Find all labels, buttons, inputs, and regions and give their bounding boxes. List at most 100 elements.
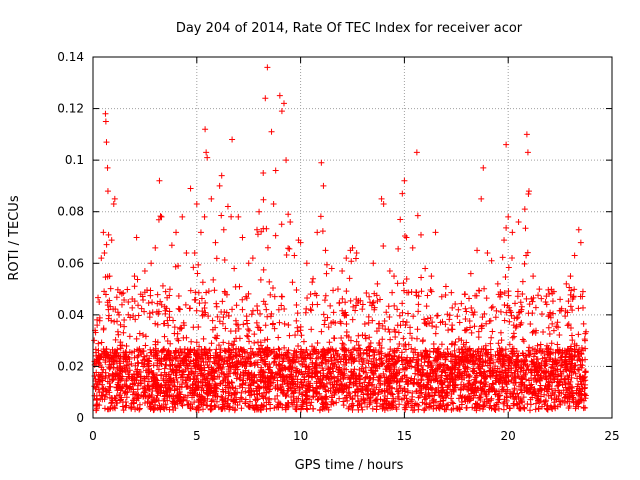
data-point-cloud [512, 374, 519, 381]
data-point-cloud [152, 401, 159, 408]
data-point-cloud [222, 382, 229, 389]
data-point-cloud [458, 399, 465, 406]
data-point-cloud [121, 364, 128, 371]
data-point-cloud [268, 380, 275, 387]
data-point [254, 226, 261, 233]
data-point-cloud [247, 381, 254, 388]
data-point [202, 126, 209, 133]
data-point-cloud [461, 383, 468, 390]
data-point-cloud [299, 384, 306, 391]
data-point-cloud [426, 320, 433, 327]
data-point-cloud [287, 384, 294, 391]
data-point-cloud [236, 374, 243, 381]
data-point-cloud [298, 332, 305, 339]
data-point-cloud [227, 362, 234, 369]
data-point-cloud [458, 300, 465, 307]
data-point-cloud [454, 359, 461, 366]
data-point-cloud [132, 316, 139, 323]
data-point-cloud [166, 292, 173, 299]
data-point-cloud [523, 295, 530, 302]
data-point-cloud [161, 333, 168, 340]
data-point-cloud [448, 289, 455, 296]
data-point-cloud [435, 402, 442, 409]
data-point [239, 234, 246, 241]
data-point-cloud [146, 314, 153, 321]
data-point-cloud [407, 357, 414, 364]
data-point [567, 273, 574, 280]
data-point-cloud [195, 323, 202, 330]
data-point-cloud [157, 360, 164, 367]
data-point-cloud [347, 337, 354, 344]
data-point-cloud [462, 305, 469, 312]
data-point-cloud [499, 364, 506, 371]
data-point-cloud [131, 283, 138, 290]
data-point-cloud [160, 346, 167, 353]
data-point-cloud [188, 370, 195, 377]
data-point-cloud [185, 371, 192, 378]
data-point-cloud [402, 346, 409, 353]
data-point-cloud [421, 394, 428, 401]
data-point-cloud [310, 351, 317, 358]
data-point-cloud [323, 261, 330, 268]
data-point-cloud [200, 335, 207, 342]
data-point-cloud [268, 369, 275, 376]
data-point-cloud [554, 324, 561, 331]
data-point-cloud [349, 316, 356, 323]
data-point [208, 195, 215, 202]
data-point-cloud [251, 339, 258, 346]
data-point-cloud [249, 307, 256, 314]
data-point-cloud [202, 299, 209, 306]
data-point-cloud [518, 399, 525, 406]
data-point-cloud [549, 320, 556, 327]
data-point-cloud [342, 347, 349, 354]
data-point-cloud [218, 405, 225, 412]
data-point-cloud [416, 381, 423, 388]
data-point [418, 231, 425, 238]
data-point-cloud [396, 353, 403, 360]
data-point-cloud [427, 314, 434, 321]
data-point-cloud [481, 310, 488, 317]
data-point-cloud [136, 330, 143, 337]
data-point-cloud [548, 404, 555, 411]
data-point-cloud [415, 406, 422, 413]
data-point-cloud [111, 353, 118, 360]
data-point-cloud [386, 313, 393, 320]
data-point-cloud [501, 301, 508, 308]
data-point-cloud [154, 405, 161, 412]
data-point-cloud [556, 357, 563, 364]
data-point [179, 213, 186, 220]
data-point-cloud [232, 283, 239, 290]
data-point-cloud [315, 395, 322, 402]
data-point-cloud [271, 293, 278, 300]
data-point-cloud [339, 371, 346, 378]
data-point-cloud [450, 400, 457, 407]
data-point-cloud [319, 405, 326, 412]
data-point-cloud [303, 346, 310, 353]
data-point-cloud [461, 374, 468, 381]
data-point-cloud [275, 361, 282, 368]
data-point-cloud [476, 394, 483, 401]
data-point-cloud [313, 292, 320, 299]
data-point-cloud [330, 287, 337, 294]
data-point-cloud [331, 381, 338, 388]
data-point-cloud [530, 389, 537, 396]
data-point-cloud [166, 376, 173, 383]
data-point-cloud [508, 359, 515, 366]
data-point-cloud [574, 383, 581, 390]
data-point-cloud [286, 364, 293, 371]
data-point-cloud [508, 391, 515, 398]
data-point-cloud [322, 357, 329, 364]
data-point-cloud [289, 376, 296, 383]
data-point-cloud [312, 360, 319, 366]
data-point-cloud [463, 404, 470, 411]
data-point [245, 260, 252, 267]
data-point-cloud [463, 352, 470, 359]
data-point-cloud [128, 404, 135, 411]
data-point-cloud [294, 354, 301, 361]
data-point-cloud [555, 379, 562, 386]
data-point-cloud [290, 393, 297, 400]
data-point [480, 164, 487, 171]
data-point-cloud [484, 351, 491, 358]
data-point-cloud [487, 340, 494, 347]
